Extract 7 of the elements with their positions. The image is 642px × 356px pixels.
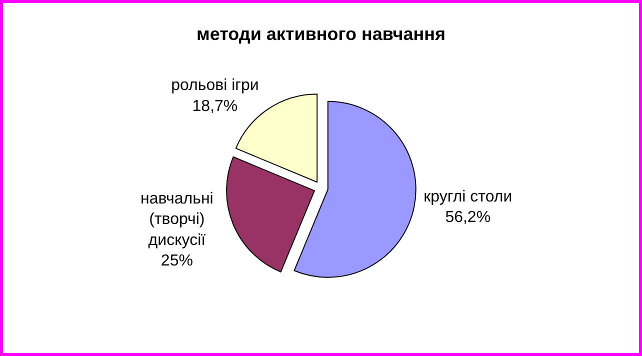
data-label: 18,7% <box>192 98 238 115</box>
slice-label: круглі столи <box>424 188 512 206</box>
slice-label: навчальні (творчі) дискусії <box>140 190 214 249</box>
data-label: 56,2% <box>445 209 491 226</box>
data-label: 25% <box>160 252 193 270</box>
slice-label: рольові ігри <box>171 76 259 94</box>
chart-title: методи активного навчання <box>196 24 446 44</box>
